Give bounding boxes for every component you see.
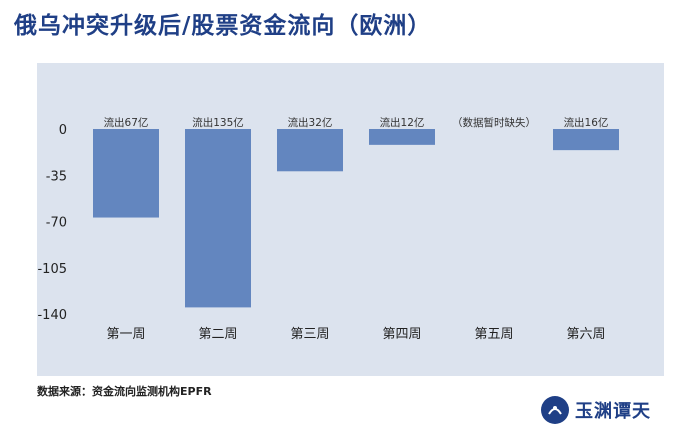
bars (93, 129, 619, 308)
x-tick-label: 第五周 (474, 327, 513, 342)
x-tick-label: 第二周 (198, 327, 237, 342)
logo-text: 玉渊谭天 (575, 401, 651, 422)
data-label: 流出32亿 (288, 116, 333, 129)
bar (185, 129, 251, 308)
x-tick-label: 第一周 (106, 327, 145, 342)
logo-emblem-icon (541, 396, 569, 424)
y-tick-label: -105 (37, 262, 67, 277)
x-tick-label: 第三周 (290, 327, 329, 342)
bar (277, 129, 343, 172)
chart-title: 俄乌冲突升级后/股票资金流向（欧洲） (14, 13, 432, 39)
y-axis: 0 -35 -70 -105 -140 (37, 123, 67, 323)
y-tick-label: -140 (37, 308, 67, 323)
y-tick-label: -35 (46, 169, 67, 184)
data-label: 流出12亿 (380, 116, 425, 129)
data-label: （数据暂时缺失） (452, 116, 536, 129)
data-source: 数据来源：资金流向监测机构EPFR (37, 385, 212, 398)
bar (553, 129, 619, 151)
data-label: 流出135亿 (192, 116, 244, 129)
plot-background (37, 63, 664, 376)
bar (369, 129, 435, 145)
brand-logo: 玉渊谭天 (541, 396, 651, 424)
y-tick-label: 0 (59, 123, 67, 138)
data-label: 流出67亿 (104, 116, 149, 129)
x-axis: 第一周 第二周 第三周 第四周 第五周 第六周 (106, 327, 605, 342)
data-labels: 流出67亿 流出135亿 流出32亿 流出12亿 （数据暂时缺失） 流出16亿 (104, 116, 609, 129)
bar (93, 129, 159, 218)
y-tick-label: -70 (46, 216, 67, 231)
x-tick-label: 第四周 (382, 327, 421, 342)
data-label: 流出16亿 (564, 116, 609, 129)
x-tick-label: 第六周 (566, 327, 605, 342)
